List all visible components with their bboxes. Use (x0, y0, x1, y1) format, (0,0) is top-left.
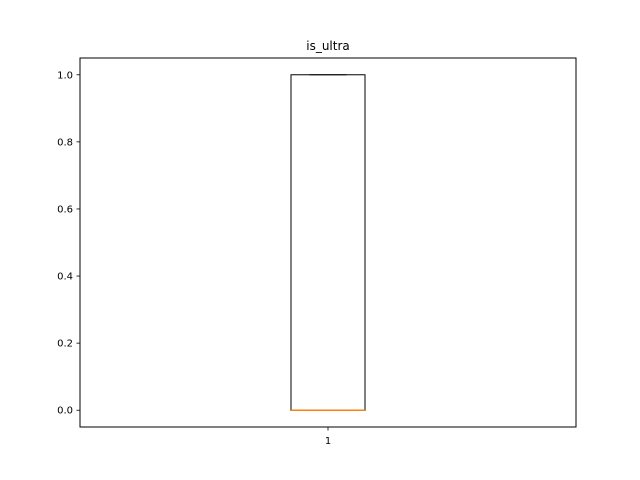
x-axis: 1 (325, 427, 331, 447)
plot-frame (79, 57, 577, 428)
y-tick-label: 0.8 (57, 137, 73, 148)
x-tick-label: 1 (325, 436, 331, 447)
box-plot (290, 74, 366, 411)
box (290, 74, 366, 411)
chart-title: is_ultra (306, 39, 350, 53)
y-tick-label: 1.0 (57, 70, 73, 81)
y-axis: 0.0 0.2 0.4 0.6 0.8 1.0 (57, 70, 80, 417)
y-tick-label: 0.4 (57, 272, 73, 283)
y-tick-label: 0.0 (57, 406, 73, 417)
y-tick-label: 0.6 (57, 204, 73, 215)
y-tick-label: 0.2 (57, 339, 73, 350)
